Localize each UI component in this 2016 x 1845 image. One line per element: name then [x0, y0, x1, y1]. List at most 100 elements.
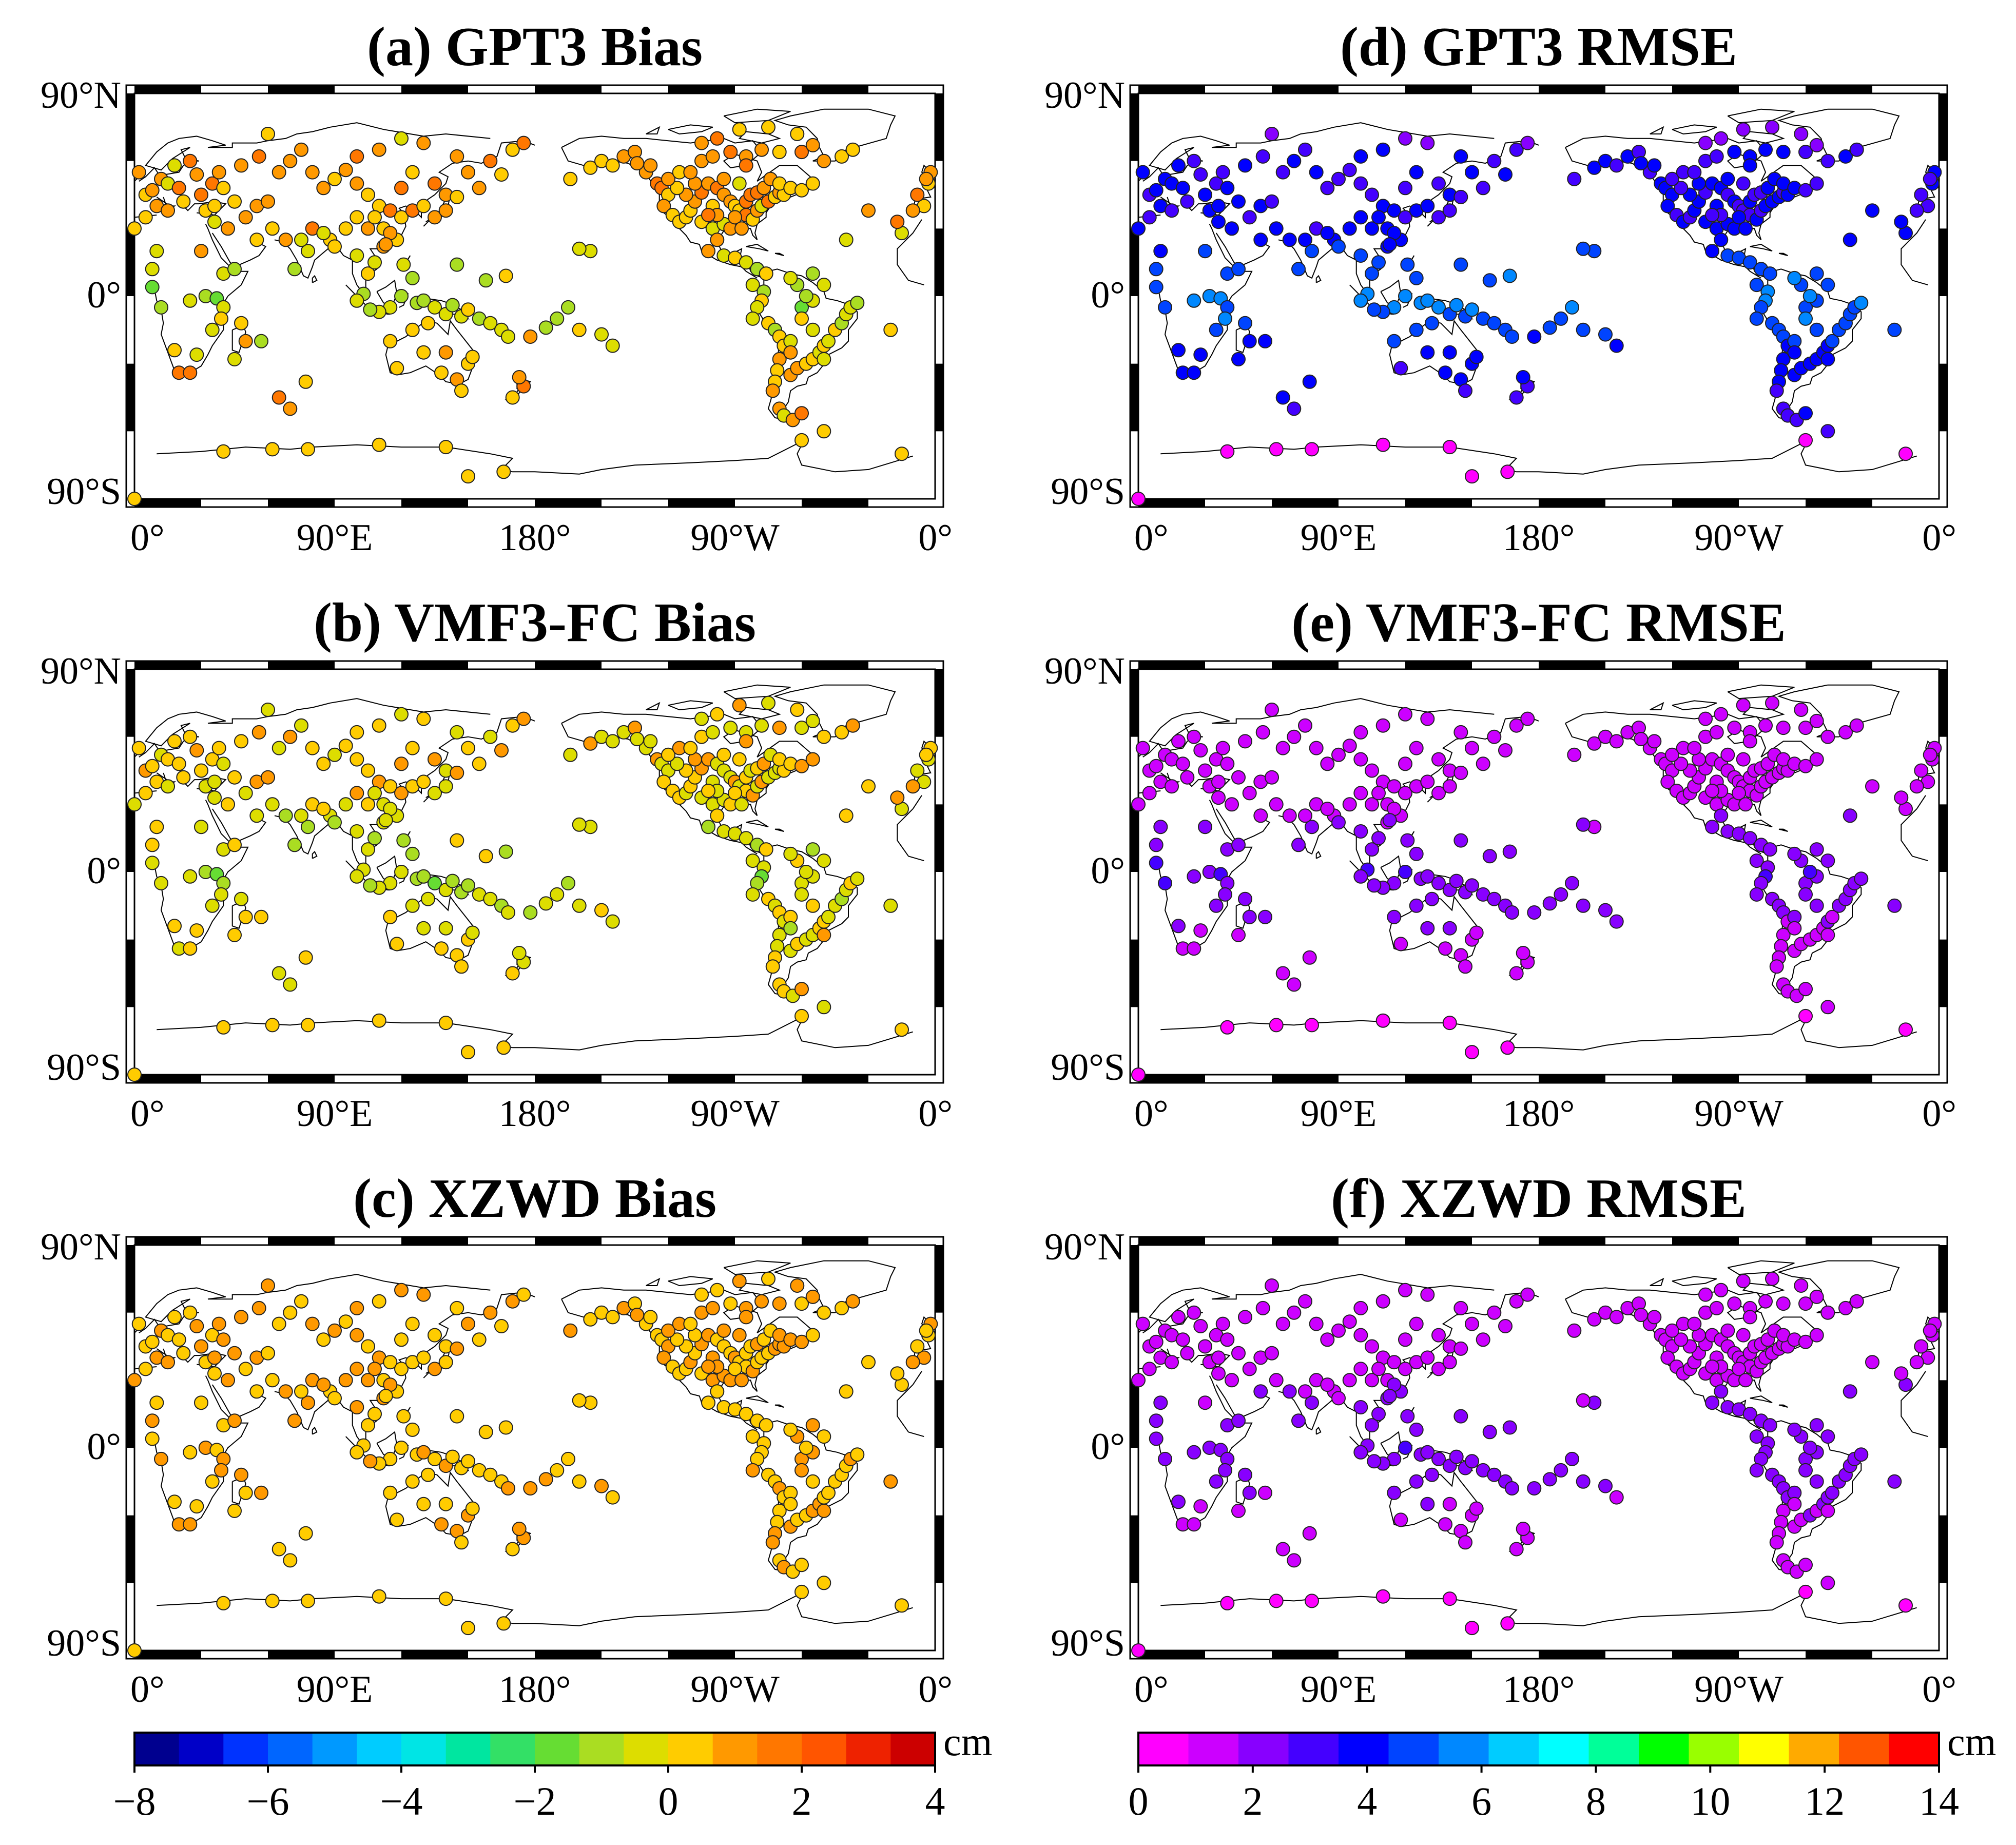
station-marker [261, 703, 275, 717]
station-marker [416, 199, 431, 213]
station-marker [272, 390, 286, 405]
coastline [1215, 808, 1271, 844]
station-marker [416, 774, 431, 789]
lon-tick-label: 90°E [1301, 517, 1377, 559]
station-marker [372, 1589, 386, 1604]
station-marker [1242, 909, 1257, 924]
frame-tick-right [935, 1380, 943, 1448]
lat-tick-label: 0° [1091, 1426, 1125, 1468]
station-marker [238, 1362, 253, 1376]
frame-tick-top [134, 85, 201, 93]
station-marker [445, 873, 460, 888]
station-marker [227, 1346, 242, 1361]
station-marker [1849, 718, 1864, 733]
station-marker [496, 1040, 511, 1055]
station-marker [416, 1350, 431, 1365]
frame-tick-top [1272, 1237, 1339, 1245]
coastline [774, 1404, 784, 1408]
station-marker [1732, 210, 1746, 225]
colorbar-swatch [312, 1733, 357, 1765]
station-marker [835, 1300, 849, 1315]
station-marker [265, 1018, 280, 1033]
station-marker [1820, 1503, 1835, 1518]
station-marker [1749, 887, 1764, 902]
station-marker [350, 1445, 364, 1460]
station-marker [350, 786, 364, 801]
frame-tick-top [1405, 1237, 1472, 1245]
station-marker [1453, 1409, 1468, 1424]
lat-tick-label: 0° [1091, 274, 1125, 316]
station-marker [1209, 898, 1224, 913]
station-marker [1305, 1395, 1319, 1410]
station-marker [817, 1429, 831, 1444]
station-marker [438, 1016, 453, 1031]
station-marker [1275, 1542, 1290, 1557]
lon-tick-label: 0° [918, 517, 953, 559]
colorbar-tick-label: 8 [1586, 1779, 1606, 1823]
station-marker [1187, 729, 1201, 744]
station-marker [1894, 790, 1909, 805]
station-marker [234, 316, 248, 331]
frame-tick-left [1130, 804, 1138, 872]
colorbar-tick-label: −4 [380, 1779, 423, 1823]
station-marker [1576, 241, 1591, 256]
station-marker [1449, 298, 1464, 313]
coastline [1778, 828, 1788, 832]
station-marker [817, 1305, 831, 1320]
station-marker [438, 921, 453, 936]
station-marker [1798, 1463, 1813, 1478]
station-marker [1131, 797, 1146, 812]
coastline [723, 1260, 791, 1275]
station-marker [131, 165, 146, 180]
colorbars-layer: −8 −6 −4 −2 0 2 4 cm 0 2 4 6 8 10 12 14 cm [113, 1719, 1996, 1823]
station-marker [1647, 158, 1662, 173]
station-marker [283, 1305, 298, 1320]
station-marker [523, 905, 538, 920]
lon-tick-label: 180° [499, 1668, 571, 1711]
frame-tick-bottom [401, 1650, 468, 1659]
coastline [1742, 131, 1785, 144]
lon-tick-label: 0° [1134, 1093, 1169, 1135]
station-marker [799, 1441, 813, 1455]
panel-title: (c) XZWD Bias [353, 1168, 716, 1229]
station-marker [765, 959, 780, 974]
station-marker [350, 1362, 364, 1376]
station-marker [454, 383, 469, 398]
lon-tick-label: 90°W [690, 1093, 780, 1135]
frame-tick-bottom [1405, 1650, 1472, 1659]
station-marker [1854, 296, 1869, 310]
frame-tick-right [1939, 669, 1947, 737]
station-marker [794, 759, 809, 773]
station-marker [1431, 1451, 1446, 1466]
station-marker [1409, 898, 1424, 913]
station-marker [1298, 718, 1312, 733]
station-marker [1798, 887, 1813, 902]
station-marker [1776, 145, 1791, 160]
frame-tick-bottom [1138, 1075, 1205, 1083]
station-marker [1820, 1305, 1835, 1320]
station-marker [845, 718, 860, 733]
panel-title: (a) GPT3 Bias [367, 16, 703, 77]
station-marker [249, 232, 264, 247]
station-marker [1187, 1517, 1201, 1532]
station-marker [1265, 194, 1279, 209]
frame-tick-left [1130, 669, 1138, 737]
station-marker [1242, 786, 1257, 801]
station-marker [505, 1542, 520, 1557]
station-marker [656, 774, 671, 789]
station-marker [772, 721, 787, 735]
station-marker [745, 1463, 760, 1478]
station-marker [1665, 747, 1679, 762]
station-marker [501, 905, 515, 920]
station-marker [1398, 707, 1412, 722]
station-marker [1554, 887, 1568, 902]
coastline [1672, 124, 1717, 135]
frame-tick-bottom [802, 1075, 868, 1083]
frame-tick-right [1939, 363, 1947, 432]
station-marker [450, 1300, 464, 1315]
coastline [1187, 201, 1231, 216]
station-marker [234, 1467, 248, 1482]
station-marker [154, 876, 168, 890]
station-marker [538, 320, 553, 335]
